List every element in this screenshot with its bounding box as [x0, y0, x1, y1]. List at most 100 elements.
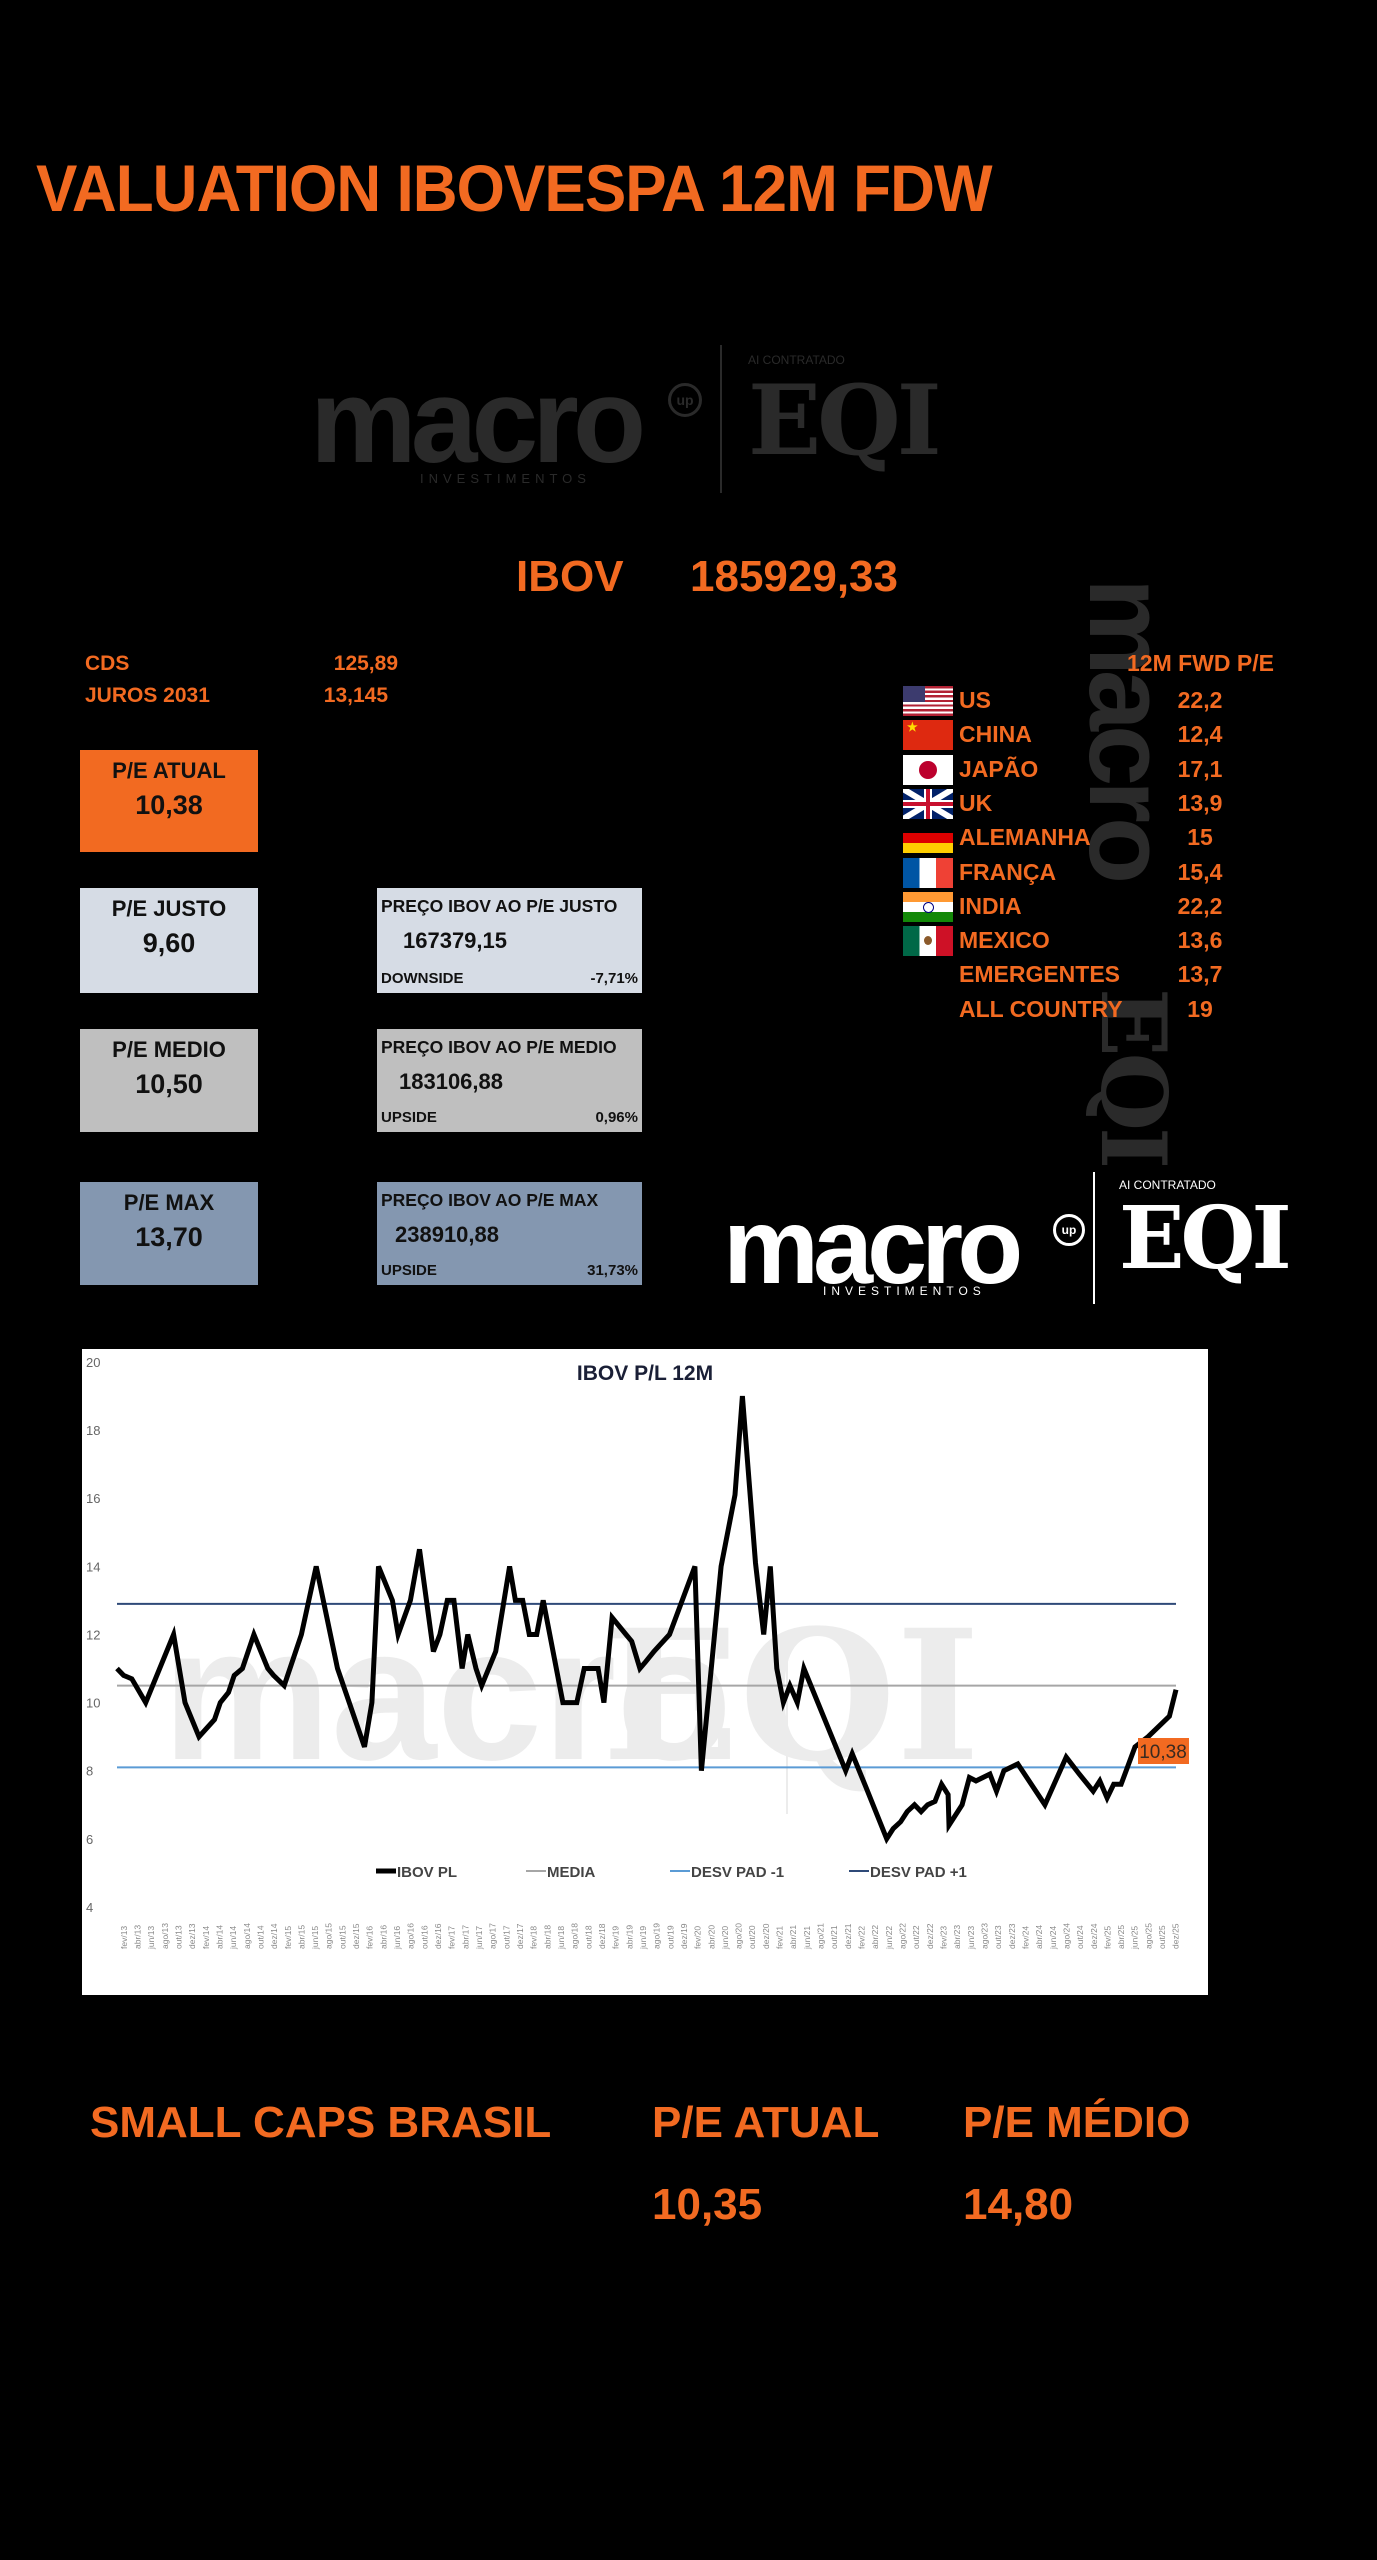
x-tick-label: abr/13 [132, 1925, 142, 1949]
chart-svg: macro EQI 4 6 8 10 12 14 16 18 20 fev/13 abr/13 ju… [86, 1355, 1189, 1950]
x-tick-label: out/13 [173, 1925, 183, 1949]
price-justo-value: 167379,15 [403, 928, 507, 953]
logo-macro-text: macro [723, 1185, 1023, 1306]
x-tick-label: jun/18 [556, 1926, 566, 1950]
x-tick-label: abr/20 [706, 1925, 716, 1949]
pe-atual-value: 10,38 [135, 790, 203, 820]
country-row: UK 13,9 [900, 787, 1280, 821]
country-name: ALEMANHA [959, 824, 1091, 851]
x-tick-label: abr/21 [788, 1925, 798, 1949]
country-row: US 22,2 [900, 684, 1280, 718]
upside-max-label: UPSIDE [381, 1262, 437, 1279]
country-pe: 15 [1187, 824, 1213, 851]
x-tick-label: dez/19 [679, 1923, 689, 1949]
country-name: MEXICO [959, 927, 1050, 954]
x-tick-label: fev/21 [775, 1926, 785, 1949]
chart-legend: IBOV PL MEDIA DESV PAD -1 DESV PAD +1 [376, 1864, 967, 1881]
small-caps-pe-atual-value: 10,35 [652, 2180, 763, 2229]
country-name: ALL COUNTRY [959, 995, 1123, 1022]
pe-max-value: 13,70 [135, 1222, 203, 1252]
watermark-macro: macro [162, 1588, 732, 1800]
x-tick-label: abr/18 [542, 1925, 552, 1949]
x-tick-label: out/18 [583, 1925, 593, 1949]
x-tick-label: dez/18 [597, 1923, 607, 1949]
x-tick-label: fev/17 [447, 1926, 457, 1949]
chart-title: IBOV P/L 12M [577, 1362, 713, 1385]
x-tick-label: fev/16 [365, 1926, 375, 1949]
india-flag-icon [903, 891, 953, 922]
logo-tagline: INVESTIMENTOS [420, 471, 591, 486]
china-flag-icon: ★ [903, 720, 953, 751]
x-tick-label: abr/19 [624, 1925, 634, 1949]
country-name: CHINA [959, 721, 1032, 748]
legend-label: DESV PAD +1 [870, 1864, 967, 1881]
country-pe: 19 [1187, 995, 1213, 1022]
x-tick-label: fev/20 [693, 1926, 703, 1949]
x-tick-label: out/15 [337, 1925, 347, 1949]
pe-max-box: P/E MAX 13,70 [80, 1182, 258, 1285]
cds-label: CDS [85, 652, 130, 675]
macro-eqi-logo-dark: macro up INVESTIMENTOS AI CONTRATADO EQI [310, 343, 942, 493]
last-value-label: 10,38 [1138, 1738, 1189, 1764]
x-tick-label: fev/25 [1102, 1926, 1112, 1949]
x-tick-label: jun/23 [966, 1926, 976, 1950]
x-tick-label: dez/13 [187, 1923, 197, 1949]
country-row: INDIA 22,2 [900, 890, 1280, 924]
us-flag-icon [903, 686, 953, 716]
country-row: ALL COUNTRY 19 [900, 993, 1280, 1027]
country-pe: 13,9 [1177, 789, 1223, 816]
macro-eqi-logo-white: macro up INVESTIMENTOS AI CONTRATADO EQI [723, 1172, 1292, 1307]
y-tick-label: 12 [86, 1627, 100, 1642]
small-caps-pe-atual-label: P/E ATUAL [652, 2098, 880, 2147]
x-tick-label: out/22 [911, 1925, 921, 1949]
x-tick-label: out/17 [501, 1925, 511, 1949]
x-tick-label: ago/16 [406, 1923, 416, 1949]
logo-divider [1093, 1172, 1095, 1304]
x-tick-label: dez/15 [351, 1923, 361, 1949]
price-justo-label: PREÇO IBOV AO P/E JUSTO [381, 896, 618, 916]
pe-atual-label: P/E ATUAL [112, 758, 226, 783]
country-row: EMERGENTES 13,7 [900, 958, 1280, 992]
x-tick-label: fev/15 [283, 1926, 293, 1949]
upside-max-value: 31,73% [587, 1262, 638, 1279]
cds-value: 125,89 [333, 652, 398, 675]
legend-item: DESV PAD +1 [849, 1864, 967, 1881]
price-medio-label: PREÇO IBOV AO P/E MEDIO [381, 1037, 617, 1057]
legend-item: IBOV PL [376, 1864, 457, 1881]
upside-medio-label: UPSIDE [381, 1109, 437, 1126]
x-tick-label: fev/23 [938, 1926, 948, 1949]
x-tick-label: ago/14 [242, 1923, 252, 1949]
x-tick-label: abr/22 [870, 1925, 880, 1949]
x-tick-label: abr/24 [1034, 1925, 1044, 1949]
x-tick-label: jun/25 [1130, 1926, 1140, 1950]
price-max-value: 238910,88 [395, 1222, 499, 1247]
juros-label: JUROS 2031 [85, 684, 210, 707]
x-tick-label: dez/16 [433, 1923, 443, 1949]
country-name: INDIA [959, 892, 1022, 919]
mexico-flag-icon [903, 926, 953, 957]
pe-medio-box: P/E MEDIO 10,50 [80, 1029, 258, 1132]
x-tick-label: fev/24 [1020, 1926, 1030, 1949]
pe-atual-box: P/E ATUAL 10,38 [80, 750, 258, 852]
price-justo-box: PREÇO IBOV AO P/E JUSTO 167379,15 DOWNSI… [377, 888, 642, 993]
country-name: UK [959, 789, 993, 816]
legend-label: DESV PAD -1 [691, 1864, 784, 1881]
x-tick-label: dez/25 [1171, 1923, 1181, 1949]
ibov-value: 185929,33 [690, 552, 898, 601]
x-tick-label: out/14 [255, 1925, 265, 1949]
country-pe: 13,7 [1177, 961, 1223, 988]
x-tick-label: dez/17 [515, 1923, 525, 1949]
logo-eqi: EQI [1119, 1188, 1292, 1289]
ibov-label: IBOV [516, 552, 624, 601]
pe-medio-label: P/E MEDIO [112, 1037, 226, 1062]
legend-label: IBOV PL [397, 1864, 457, 1881]
logo-ai-contratado: AI CONTRATADO [1119, 1178, 1216, 1192]
x-tick-label: ago/17 [488, 1923, 498, 1949]
x-tick-label: jun/22 [884, 1926, 894, 1950]
country-row: ★ CHINA 12,4 [900, 718, 1280, 752]
germany-flag-icon [903, 823, 953, 854]
x-tick-label: abr/15 [296, 1925, 306, 1949]
small-caps-label: SMALL CAPS BRASIL [90, 2098, 552, 2147]
pe-justo-label: P/E JUSTO [111, 896, 227, 921]
x-tick-label: jun/21 [802, 1926, 812, 1950]
